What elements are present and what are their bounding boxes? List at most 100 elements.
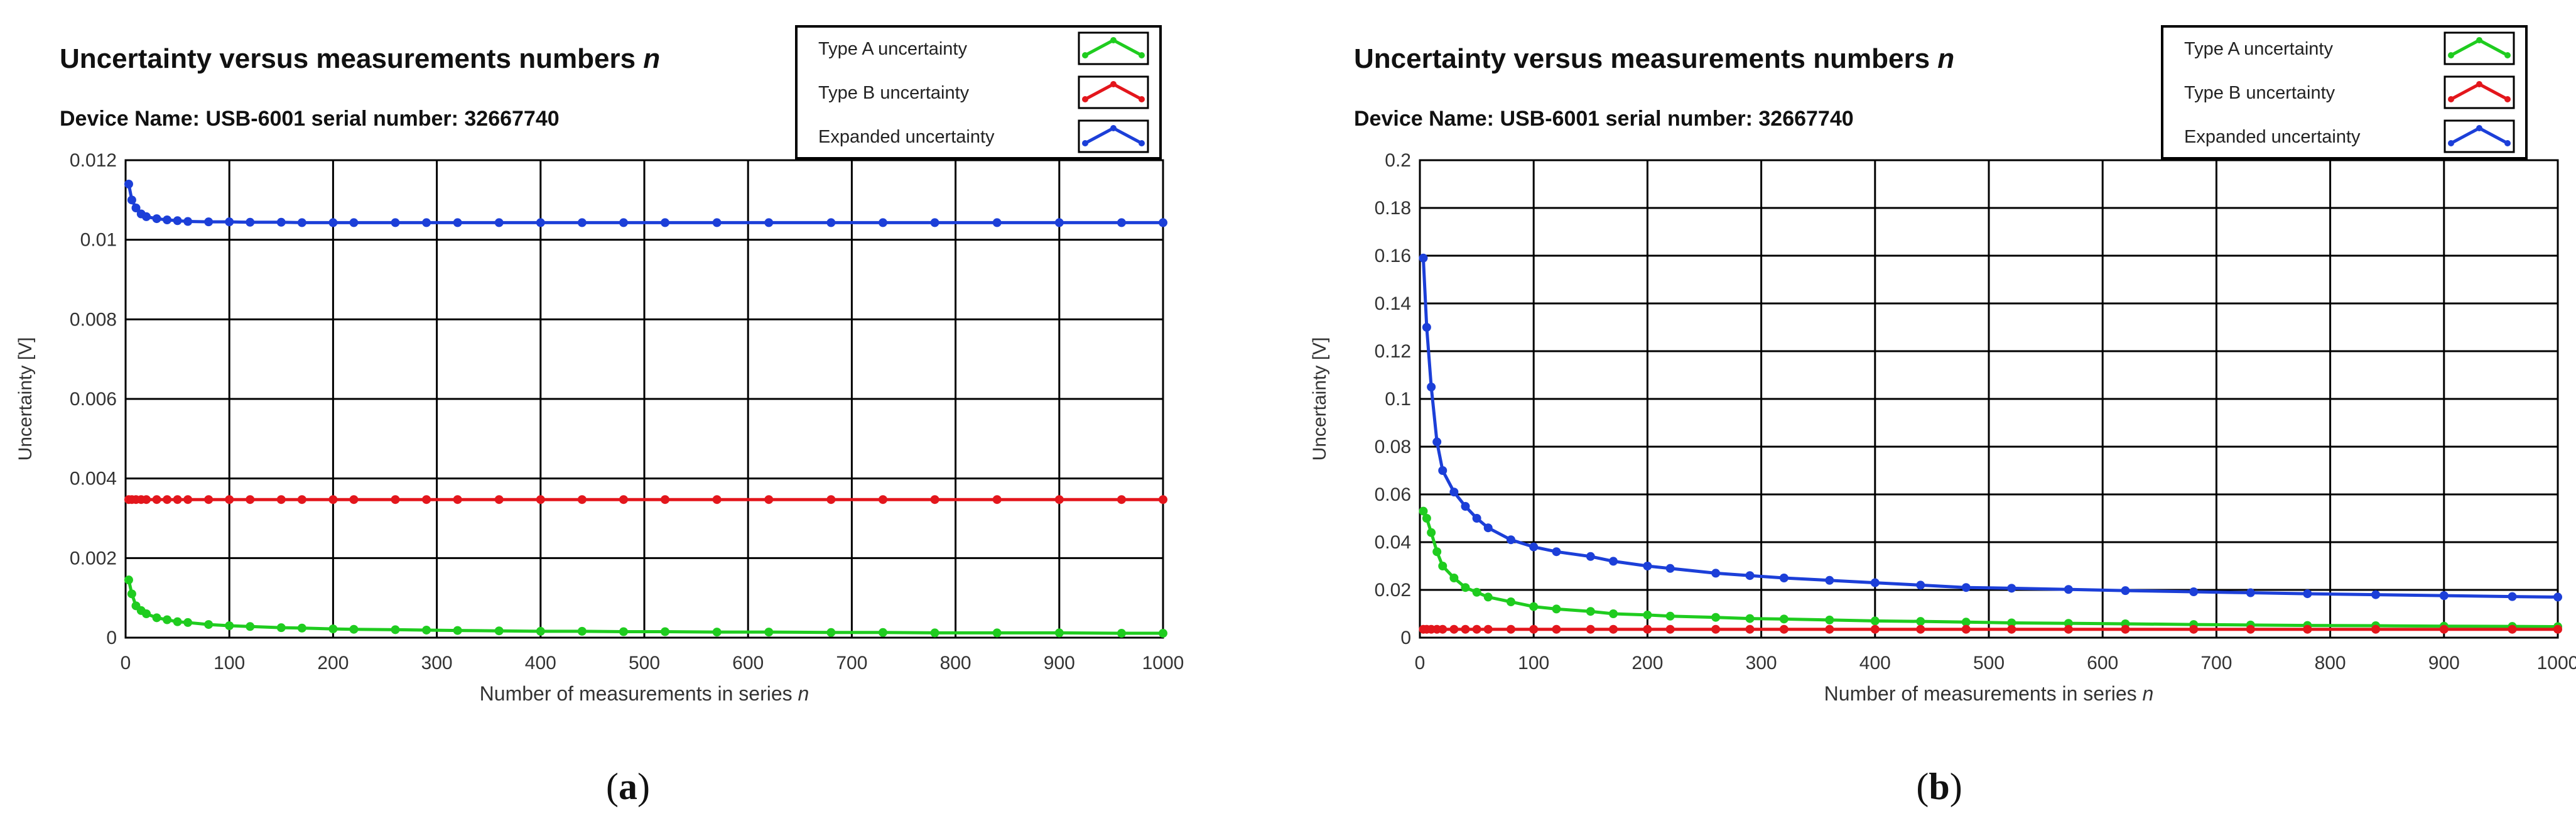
legend-swatch-point — [2504, 96, 2511, 102]
legend-swatch-point — [1082, 96, 1088, 102]
data-point — [297, 623, 306, 633]
data-point — [494, 218, 504, 227]
x-tick-label: 800 — [940, 653, 971, 673]
data-point — [619, 218, 628, 227]
y-tick-label: 0.004 — [70, 469, 117, 489]
data-point — [661, 218, 670, 227]
data-point — [2303, 624, 2312, 634]
data-point — [127, 195, 136, 205]
data-point — [1438, 562, 1448, 570]
data-point — [391, 218, 400, 227]
data-point — [173, 495, 182, 504]
y-tick-label: 0.012 — [70, 150, 117, 171]
data-point — [349, 495, 359, 504]
x-tick-label: 1000 — [1142, 653, 1184, 673]
data-point — [1419, 253, 1428, 263]
data-point — [2121, 624, 2130, 634]
data-point — [453, 626, 462, 635]
y-tick-label: 0.006 — [70, 389, 117, 410]
x-tick-label: 300 — [421, 653, 453, 673]
data-point — [1745, 614, 1755, 623]
data-point — [1916, 580, 1925, 590]
data-point — [297, 495, 306, 504]
data-point — [1665, 611, 1675, 621]
data-point — [2371, 590, 2381, 599]
data-point — [1825, 624, 1834, 634]
data-point — [992, 628, 1002, 638]
data-point — [1870, 624, 1880, 634]
x-tick-label: 0 — [121, 653, 131, 673]
caption-open-paren: ( — [606, 766, 619, 807]
data-point — [661, 627, 670, 636]
x-tick-label: 700 — [836, 653, 867, 673]
data-point — [1745, 624, 1755, 634]
data-point — [1609, 624, 1618, 634]
x-axis-label-text: Number of measurements in series — [1824, 682, 2143, 705]
data-point — [1483, 624, 1493, 634]
caption-close-paren: ) — [1950, 766, 1962, 807]
data-point — [1422, 514, 1431, 523]
data-point — [1870, 616, 1880, 626]
data-point — [1472, 624, 1481, 634]
data-point — [1054, 495, 1064, 504]
data-point — [1916, 617, 1925, 626]
data-point — [349, 624, 359, 634]
legend-swatch — [2443, 31, 2515, 65]
data-point — [391, 495, 400, 504]
data-point — [183, 217, 193, 226]
data-point — [1117, 629, 1126, 638]
legend-swatch — [1078, 31, 1149, 65]
data-point — [878, 495, 887, 504]
legend-swatch-point — [1110, 125, 1117, 131]
data-point — [930, 218, 939, 227]
chart-panel-a: 0 100 200 300 400 500 600 700 800 900 1000 0 0.002 0.… — [15, 25, 1184, 807]
data-point — [1432, 437, 1442, 447]
data-point — [246, 495, 255, 504]
data-point — [712, 218, 722, 227]
data-point — [1552, 624, 1561, 634]
chart-panel-b: 0 100 200 300 400 500 600 700 800 900 1000 0 0.02 0.0… — [1288, 0, 2576, 828]
data-point — [276, 217, 286, 227]
x-tick-label: 100 — [1518, 653, 1549, 673]
data-point — [1506, 624, 1515, 634]
data-point — [2439, 624, 2449, 634]
data-point — [1779, 574, 1789, 582]
data-point — [163, 495, 172, 504]
data-point — [1643, 562, 1652, 570]
caption-letter: a — [619, 766, 637, 807]
data-point — [2439, 591, 2449, 601]
legend-swatch — [2443, 119, 2515, 153]
data-point — [1472, 514, 1481, 523]
data-point — [1506, 597, 1515, 606]
y-tick-label: 0.14 — [1375, 293, 1411, 314]
y-tick-label: 0 — [106, 628, 117, 648]
data-point — [1449, 574, 1459, 582]
y-tick-label: 0.1 — [1385, 389, 1411, 410]
data-point — [422, 495, 431, 504]
data-point — [2553, 624, 2562, 634]
data-point — [183, 618, 193, 627]
data-point — [1711, 569, 1721, 578]
data-point — [712, 628, 722, 637]
data-point — [1779, 624, 1789, 634]
y-tick-label: 0 — [1400, 628, 1411, 648]
legend-swatch-point — [1139, 52, 1145, 58]
data-point — [2303, 589, 2312, 599]
data-point — [1609, 557, 1618, 566]
y-axis-label: Uncertainty [V] — [1309, 337, 1330, 461]
data-point — [163, 215, 172, 224]
data-point — [494, 495, 504, 504]
data-point — [878, 628, 887, 637]
data-point — [1870, 578, 1880, 587]
data-point — [1159, 495, 1167, 504]
data-point — [577, 495, 587, 504]
data-point — [276, 495, 286, 504]
data-point — [1529, 624, 1539, 634]
data-point — [1665, 624, 1675, 634]
caption-open-paren: ( — [1916, 766, 1929, 807]
data-point — [536, 626, 545, 636]
x-tick-label: 300 — [1746, 653, 1777, 673]
chart-title-text: Uncertainty versus measurements numbers — [1354, 43, 1937, 74]
data-point — [1449, 624, 1459, 634]
data-point — [1745, 571, 1755, 580]
